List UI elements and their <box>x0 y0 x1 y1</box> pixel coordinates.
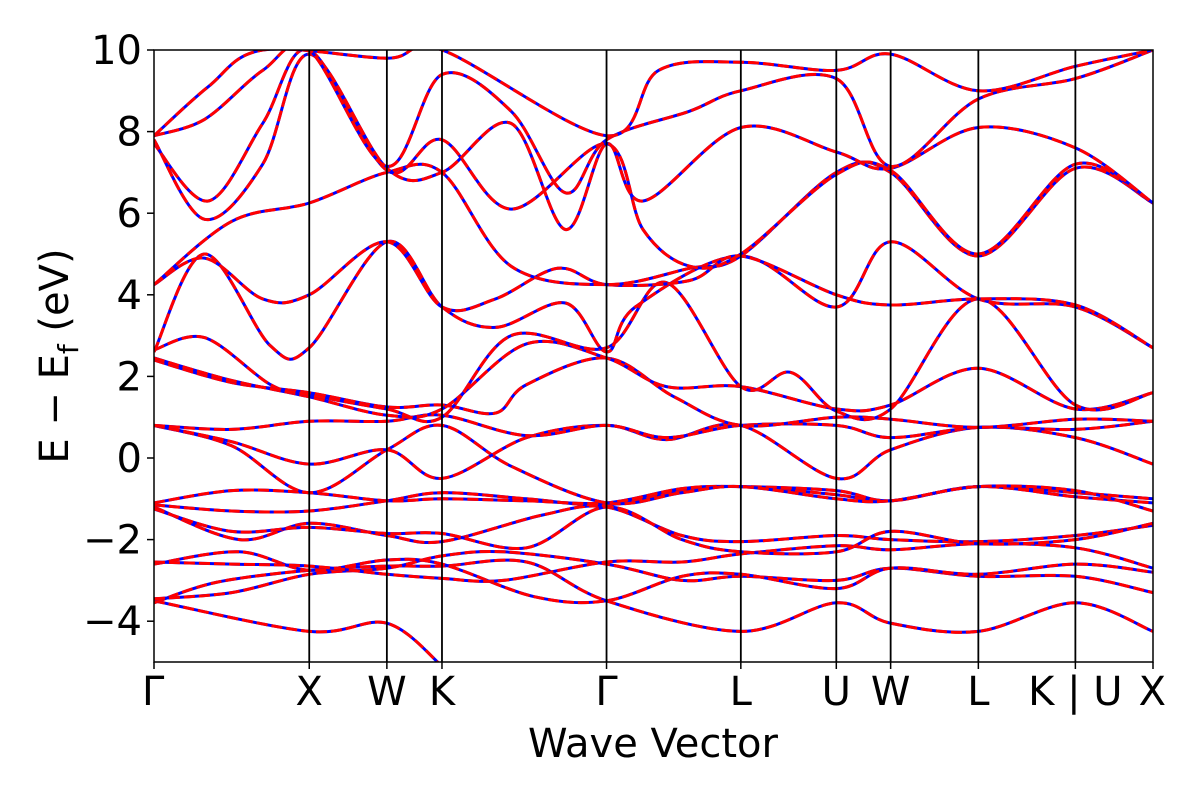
x-axis-title: Wave Vector <box>528 721 779 767</box>
x-tick-label: K | U <box>1028 669 1122 715</box>
x-tick-label: W <box>367 669 407 715</box>
y-axis-title: E − Ef (eV) <box>32 248 85 463</box>
y-tick-label: −2 <box>83 518 142 564</box>
plot-frame <box>153 49 1154 663</box>
kpoint-dividers <box>308 50 1077 662</box>
band-4-dashed <box>154 550 1153 605</box>
y-axis-ticks: 10 8 6 4 2 0 −2 −4 <box>83 28 154 645</box>
band-10-dashed <box>154 423 1153 513</box>
y-tick-label: 0 <box>117 436 142 482</box>
y-tick-label: 2 <box>117 354 142 400</box>
band-1-dashed <box>154 599 440 662</box>
y-tick-label: 6 <box>117 191 142 237</box>
band-16-dashed <box>154 239 1153 361</box>
y-axis-title-subscript: f <box>52 343 85 354</box>
x-tick-label: X <box>296 669 323 715</box>
y-axis-title-unit: (eV) <box>32 248 78 344</box>
x-tick-label: L <box>730 669 753 715</box>
y-tick-label: 8 <box>117 110 142 156</box>
y-tick-label: −4 <box>83 599 142 645</box>
x-tick-label: K <box>429 669 457 715</box>
band-20-dashed <box>154 52 1153 231</box>
band-13-dashed <box>154 356 1153 429</box>
x-tick-label: X <box>1139 669 1166 715</box>
x-tick-label: W <box>871 669 911 715</box>
x-tick-label: L <box>967 669 990 715</box>
x-tick-label: Γ <box>142 669 165 715</box>
y-axis-title-main: E − E <box>32 354 78 464</box>
band-21-dashed <box>154 50 1153 195</box>
y-tick-label: 4 <box>117 273 142 319</box>
band-7-dashed <box>154 505 1153 556</box>
band-17-dashed <box>154 240 1153 350</box>
x-tick-label: Γ <box>595 669 618 715</box>
band-15-dashed <box>154 280 1153 424</box>
x-tick-label: U <box>822 669 851 715</box>
y-tick-label: 10 <box>91 28 142 74</box>
